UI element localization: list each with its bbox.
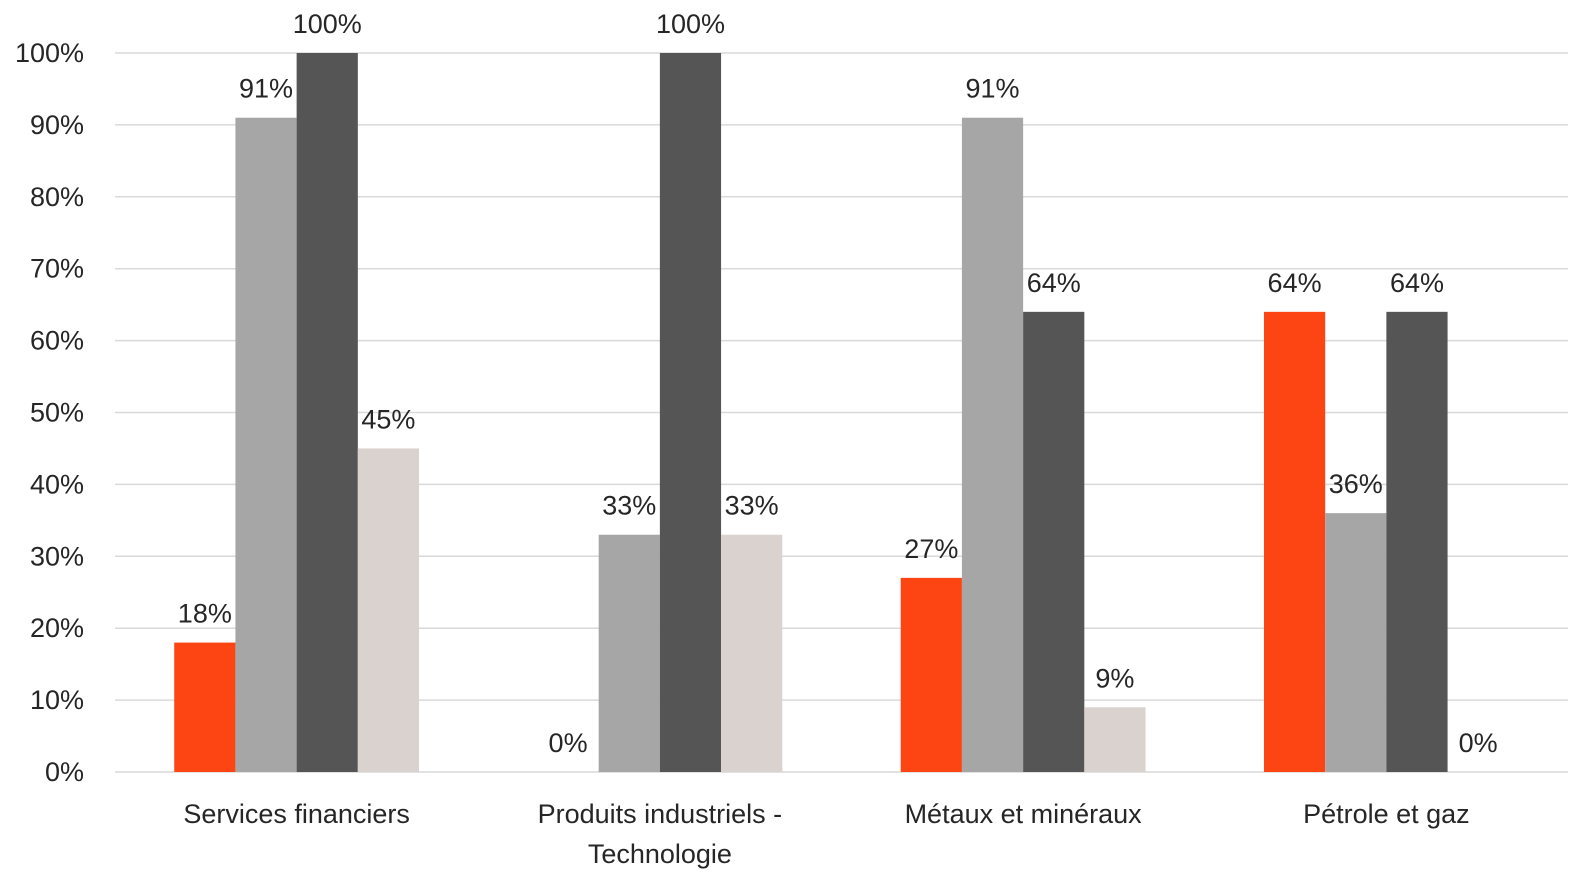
y-tick-label: 30%: [30, 541, 84, 571]
y-tick-label: 100%: [15, 38, 84, 68]
y-tick-label: 20%: [30, 613, 84, 643]
category-label: Produits industriels -: [538, 799, 783, 829]
y-tick-label: 90%: [30, 110, 84, 140]
data-label: 0%: [1459, 728, 1498, 758]
bar: [1084, 707, 1146, 772]
bar: [1325, 513, 1387, 772]
data-label: 64%: [1268, 268, 1322, 298]
data-label: 0%: [549, 728, 588, 758]
bar: [659, 53, 722, 772]
data-label: 91%: [239, 74, 293, 104]
category-label: Métaux et minéraux: [905, 799, 1143, 829]
bar: [900, 577, 962, 772]
bar: [1023, 311, 1085, 772]
y-tick-label: 70%: [30, 254, 84, 284]
category-label: Technologie: [588, 839, 732, 869]
data-label: 100%: [293, 9, 362, 39]
y-tick-label: 40%: [30, 469, 84, 499]
y-tick-label: 80%: [30, 182, 84, 212]
data-labels: 18% 91% 100% 45% 0% 33% 100% 33% 27% 91% 64% 9% 64% 3…: [178, 9, 1498, 758]
data-label: 45%: [361, 404, 415, 434]
data-label: 33%: [725, 491, 779, 521]
bar: [1386, 311, 1448, 772]
data-label: 18%: [178, 599, 232, 629]
bars: [174, 53, 1448, 772]
category-label: Pétrole et gaz: [1303, 799, 1470, 829]
category-label: Services financiers: [183, 799, 410, 829]
bar: [1263, 311, 1326, 772]
data-label: 91%: [966, 74, 1020, 104]
category-labels: Services financiers Produits industriels …: [183, 799, 1469, 869]
data-label: 9%: [1095, 663, 1134, 693]
y-tick-label: 60%: [30, 326, 84, 356]
bar: [721, 534, 783, 772]
data-label: 64%: [1390, 268, 1444, 298]
bar: [296, 53, 358, 772]
bar: [598, 534, 660, 772]
y-axis-tick-labels: 0% 10% 20% 30% 40% 50% 60% 70% 80% 90% 100%: [15, 38, 84, 787]
y-tick-label: 50%: [30, 398, 84, 428]
data-label: 33%: [602, 491, 656, 521]
data-label: 27%: [904, 534, 958, 564]
data-label: 100%: [656, 9, 725, 39]
bar: [357, 448, 420, 772]
bar: [235, 117, 297, 772]
data-label: 64%: [1027, 268, 1081, 298]
y-tick-label: 10%: [30, 685, 84, 715]
bar: [961, 117, 1024, 772]
bar: [174, 642, 236, 772]
data-label: 36%: [1329, 469, 1383, 499]
y-tick-label: 0%: [45, 757, 84, 787]
